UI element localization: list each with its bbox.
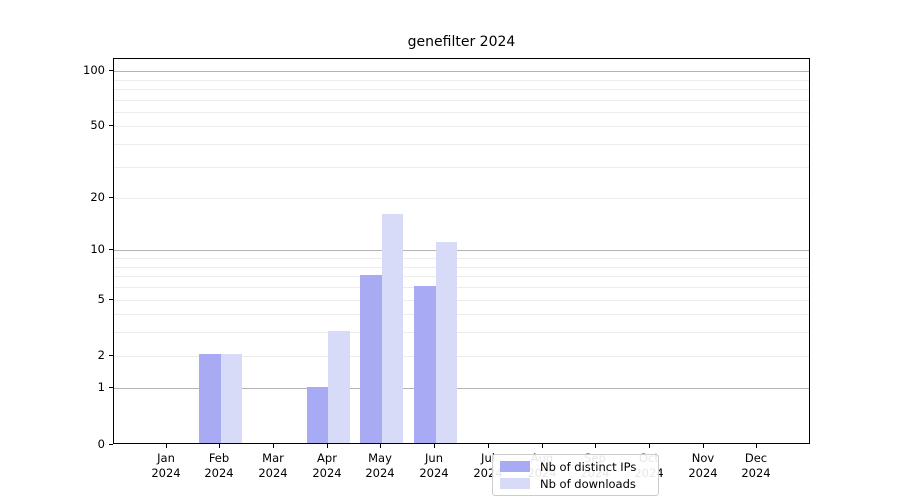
bar-nb-of-downloads-may <box>381 213 404 443</box>
x-tick-label-mar: Mar 2024 <box>258 451 288 480</box>
gridline-minor <box>114 89 809 90</box>
x-tick-mark <box>649 444 650 448</box>
gridline-minor <box>114 112 809 113</box>
x-tick-mark <box>380 444 381 448</box>
legend-swatch-distinct-ips <box>500 461 530 472</box>
chart-title: genefilter 2024 <box>407 34 516 50</box>
gridline-major <box>114 388 809 389</box>
legend-item-distinct-ips: Nb of distinct IPs <box>500 460 658 474</box>
gridline-minor <box>114 258 809 259</box>
gridline-major <box>114 250 809 251</box>
gridline-minor <box>114 126 809 127</box>
x-tick-label-nov: Nov 2024 <box>688 451 718 480</box>
bar-nb-of-downloads-jun <box>435 241 458 443</box>
y-tick-mark <box>109 299 113 300</box>
y-tick-mark <box>109 444 113 445</box>
y-tick-label: 20 <box>90 190 105 204</box>
gridline-minor <box>114 100 809 101</box>
x-tick-label-may: May 2024 <box>365 451 395 480</box>
legend-label-distinct-ips: Nb of distinct IPs <box>540 459 637 474</box>
x-tick-mark <box>488 444 489 448</box>
y-tick-mark <box>109 125 113 126</box>
bar-nb-of-downloads-apr <box>328 330 350 443</box>
y-tick-label: 1 <box>97 380 105 394</box>
gridline-minor <box>114 356 809 357</box>
x-tick-mark <box>703 444 704 448</box>
bar-nb-of-downloads-feb <box>220 354 243 443</box>
x-tick-label-apr: Apr 2024 <box>312 451 342 480</box>
y-tick-label: 2 <box>97 348 105 362</box>
x-tick-label-dec: Dec 2024 <box>741 451 771 480</box>
x-tick-mark <box>219 444 220 448</box>
gridline-minor <box>114 80 809 81</box>
bar-nb-of-distinct-ips-may <box>360 274 382 443</box>
gridline-minor <box>114 287 809 288</box>
gridline-minor <box>114 198 809 199</box>
y-tick-label: 0 <box>97 437 105 451</box>
y-tick-label: 10 <box>90 242 105 256</box>
y-tick-label: 100 <box>83 63 105 77</box>
x-tick-mark <box>273 444 274 448</box>
x-tick-mark <box>166 444 167 448</box>
x-tick-mark <box>434 444 435 448</box>
y-tick-label: 50 <box>90 118 105 132</box>
x-tick-label-jan: Jan 2024 <box>151 451 181 480</box>
x-tick-mark <box>327 444 328 448</box>
x-tick-mark <box>542 444 543 448</box>
plot-area: Nb of distinct IPs Nb of downloads <box>113 58 810 496</box>
gridline-minor <box>114 300 809 301</box>
y-tick-mark <box>109 249 113 250</box>
bar-nb-of-distinct-ips-jun <box>414 285 436 443</box>
gridline-minor <box>114 276 809 277</box>
legend-swatch-downloads <box>500 478 530 489</box>
bar-nb-of-distinct-ips-apr <box>306 386 329 443</box>
gridline-major <box>114 71 809 72</box>
gridline-minor <box>114 267 809 268</box>
legend: Nb of distinct IPs Nb of downloads <box>492 454 659 496</box>
x-tick-mark <box>756 444 757 448</box>
y-tick-mark <box>109 70 113 71</box>
gridline-minor <box>114 314 809 315</box>
bar-nb-of-distinct-ips-feb <box>199 354 221 443</box>
x-tick-label-jun: Jun 2024 <box>419 451 449 480</box>
gridline-minor <box>114 144 809 145</box>
x-tick-label-feb: Feb 2024 <box>204 451 234 480</box>
y-tick-mark <box>109 355 113 356</box>
gridline-minor <box>114 167 809 168</box>
legend-label-downloads: Nb of downloads <box>540 476 636 491</box>
y-tick-label: 5 <box>97 292 105 306</box>
gridline-minor <box>114 332 809 333</box>
x-tick-mark <box>595 444 596 448</box>
legend-item-downloads: Nb of downloads <box>500 477 658 491</box>
y-tick-mark <box>109 387 113 388</box>
y-tick-mark <box>109 197 113 198</box>
